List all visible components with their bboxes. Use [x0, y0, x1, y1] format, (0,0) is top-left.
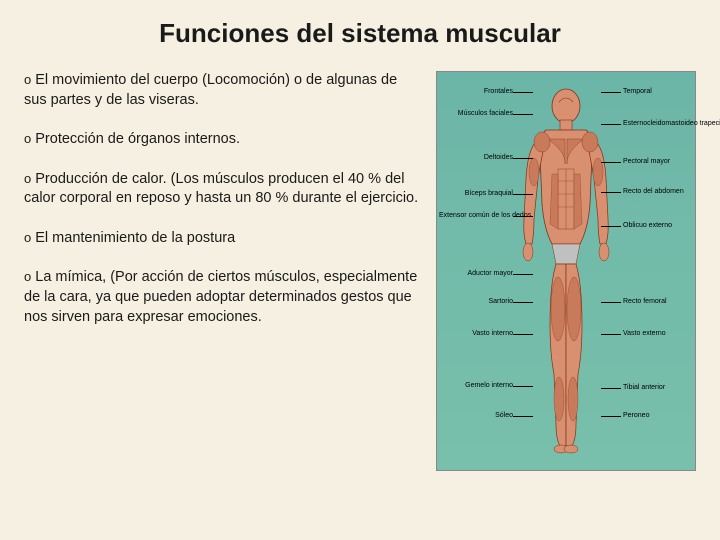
content-row: o El movimiento del cuerpo (Locomoción) …	[24, 71, 696, 471]
leader-line	[601, 92, 621, 93]
leader-line	[513, 114, 533, 115]
muscle-label: Bíceps braquial	[439, 190, 513, 197]
bullet-item: o La mímica, (Por acción de ciertos músc…	[24, 268, 422, 327]
muscle-label: Peroneo	[623, 412, 695, 419]
leader-line	[601, 192, 621, 193]
muscle-label: Vasto externo	[623, 330, 695, 337]
leader-line	[513, 416, 533, 417]
leader-line	[513, 386, 533, 387]
bullet-item: o Producción de calor. (Los músculos pro…	[24, 170, 422, 209]
diagram-column: Frontales Músculos faciales Deltoides Bícep…	[436, 71, 696, 471]
muscle-label: Músculos faciales	[439, 110, 513, 117]
leader-line	[601, 302, 621, 303]
leader-line	[601, 334, 621, 335]
leader-line	[513, 274, 533, 275]
leader-line	[513, 158, 533, 159]
muscle-label: Esternocleidomastoideo trapecio	[623, 120, 695, 127]
leader-line	[601, 416, 621, 417]
slide-title: Funciones del sistema muscular	[24, 18, 696, 49]
leader-line	[601, 226, 621, 227]
bullet-item: o Protección de órganos internos.	[24, 130, 422, 150]
muscle-label: Sóleo	[439, 412, 513, 419]
muscle-label: Tibial anterior	[623, 384, 695, 391]
muscle-label: Recto del abdomen	[623, 188, 695, 195]
bullet-text: El mantenimiento de la postura	[35, 230, 235, 246]
leader-line	[513, 194, 533, 195]
text-column: o El movimiento del cuerpo (Locomoción) …	[24, 71, 422, 471]
muscle-label: Recto femoral	[623, 298, 695, 305]
bullet-item: o El mantenimiento de la postura	[24, 229, 422, 249]
bullet-text: La mímica, (Por acción de ciertos múscul…	[24, 269, 417, 324]
leader-line	[513, 334, 533, 335]
muscle-label: Vasto interno	[439, 330, 513, 337]
muscle-label: Oblicuo externo	[623, 222, 695, 229]
leader-line	[513, 216, 533, 217]
muscle-label: Pectoral mayor	[623, 158, 695, 165]
slide: Funciones del sistema muscular o El movi…	[0, 0, 720, 540]
muscle-label: Extensor común de los dedos	[439, 212, 513, 219]
muscle-label: Temporal	[623, 88, 695, 95]
muscle-label: Frontales	[439, 88, 513, 95]
bullet-text: El movimiento del cuerpo (Locomoción) o …	[24, 72, 397, 108]
muscle-label: Aductor mayor	[439, 270, 513, 277]
muscle-diagram: Frontales Músculos faciales Deltoides Bícep…	[436, 71, 696, 471]
bullet-text: Protección de órganos internos.	[35, 131, 240, 147]
bullet-item: o El movimiento del cuerpo (Locomoción) …	[24, 71, 422, 110]
leader-line	[513, 302, 533, 303]
muscle-label: Sartorio	[439, 298, 513, 305]
leader-line	[513, 92, 533, 93]
bullet-text: Producción de calor. (Los músculos produ…	[24, 171, 418, 207]
leader-line	[601, 162, 621, 163]
muscle-label: Gemelo interno	[439, 382, 513, 389]
muscle-label: Deltoides	[439, 154, 513, 161]
body-figure	[516, 84, 616, 454]
leader-line	[601, 124, 621, 125]
leader-line	[601, 388, 621, 389]
